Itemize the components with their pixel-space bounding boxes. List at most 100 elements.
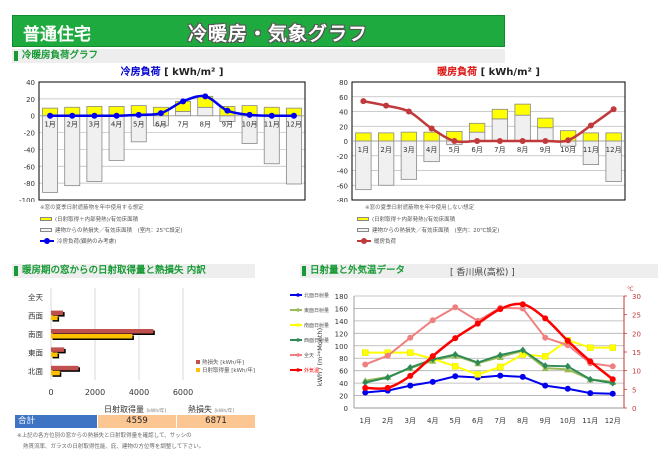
y-tick-label: 南面 <box>28 329 43 339</box>
y2-tick-label: 25 <box>632 312 641 320</box>
y2-tick-label: 30 <box>632 293 641 301</box>
y-tick-label: -20 <box>24 130 35 138</box>
gain-bar <box>400 131 418 142</box>
y-tick-label: 北面 <box>28 367 43 376</box>
loss-swatch-icon <box>357 228 369 232</box>
series-marker <box>519 346 526 354</box>
window-bar <box>51 365 79 371</box>
series-marker <box>497 306 504 313</box>
cooling-legend-loss-label: 建物からの熱損失／有効床面積 (室内：25℃設定) <box>55 228 183 234</box>
load-point <box>565 137 572 144</box>
series-marker <box>384 374 391 382</box>
load-point <box>113 112 120 119</box>
loss-bar <box>175 111 192 117</box>
y2-tick-label: 20 <box>632 330 641 338</box>
legend-swatch <box>196 368 200 372</box>
x-tick-label: 8月 <box>200 121 211 129</box>
series-marker <box>407 364 414 372</box>
series-marker <box>609 363 616 370</box>
x-tick-label: 7月 <box>495 417 506 425</box>
x-tick-label: 9月 <box>540 146 551 154</box>
y2-tick-label: 0 <box>632 405 636 413</box>
gain-header-unit: [kWh/年] <box>146 409 166 414</box>
x-tick-label: 2月 <box>382 417 393 425</box>
heating-line-icon <box>357 238 371 244</box>
series-marker <box>564 337 571 344</box>
gain-swatch-icon <box>357 217 369 221</box>
legend-marker <box>296 308 300 312</box>
page-title: 冷暖房・気象グラフ <box>188 23 369 45</box>
legend-swatch <box>196 360 200 364</box>
legend-label: 西面日射量 <box>304 337 329 344</box>
section-load-heading: 冷暖房負荷グラフ <box>12 49 505 63</box>
legend-label: 北面日射量 <box>304 292 329 299</box>
y-tick-label: 80 <box>339 355 348 363</box>
x-tick-label: 12月 <box>605 417 621 425</box>
heating-note: ※窓の夏季日射遮蔽物を年中使用しない想定 <box>365 205 475 211</box>
series-marker <box>609 390 616 397</box>
window-bar <box>51 370 60 376</box>
house-type-label: 普通住宅 <box>23 25 91 45</box>
heating-legend-line-label: 暖房負荷 <box>374 239 397 245</box>
legend-label: 熱損失 [kWh/年] <box>202 358 244 366</box>
window-bar <box>51 352 58 357</box>
load-point <box>47 112 54 119</box>
series-marker <box>474 359 481 367</box>
cooling-legend-loss: 建物からの熱損失／有効床面積 (室内：25℃設定) <box>40 226 182 234</box>
x-tick-label: 1月 <box>360 417 371 425</box>
window-bar <box>51 329 154 334</box>
y-tick-label: -20 <box>337 153 348 161</box>
y-tick-label: 120 <box>335 330 348 338</box>
x-tick-label: 1月 <box>358 146 369 154</box>
x-tick-label: 11月 <box>264 121 280 129</box>
window-bar <box>51 334 133 339</box>
gain-bar <box>537 117 554 129</box>
series-marker <box>362 378 369 386</box>
series-marker <box>609 344 616 351</box>
load-point <box>246 111 253 118</box>
series-marker <box>542 315 549 322</box>
gain-total-value: 4559 <box>98 415 176 428</box>
gain-header-text: 日射取得量 <box>104 405 144 414</box>
x-tick-label: 12月 <box>286 121 302 129</box>
load-point <box>519 138 526 144</box>
x-tick-label: 1月 <box>44 121 55 129</box>
weather-location: [ 香川県(高松) ] <box>450 268 515 278</box>
series-marker <box>452 350 459 358</box>
load-point <box>587 122 594 129</box>
series-marker <box>474 320 481 327</box>
heating-legend-gain: (日射取得＋内部発熱)/有効床面積 <box>357 215 455 223</box>
y-tick-label: 60 <box>339 94 348 102</box>
loss-bar <box>130 115 147 143</box>
window-bar <box>51 315 58 321</box>
loss-total-value: 6871 <box>177 415 255 428</box>
x-tick-label: 7月 <box>177 121 188 129</box>
window-note-1: ※上記の各方位別の窓からの熱損失と日射取得量を確認して、サッシの <box>17 433 192 439</box>
window-bar <box>51 310 64 316</box>
series-marker <box>452 335 459 342</box>
series-line <box>365 349 613 385</box>
series-marker <box>384 384 391 391</box>
series-marker <box>407 349 414 356</box>
y-tick-label: -80 <box>24 180 35 188</box>
series-marker <box>407 382 414 389</box>
y-tick-label: 20 <box>339 123 348 131</box>
y-tick-label: -80 <box>337 197 348 202</box>
series-line <box>365 339 613 376</box>
totals-label: 合計 <box>15 415 97 428</box>
y-tick-label: 100 <box>335 343 348 351</box>
x-tick-label: 11月 <box>583 146 599 154</box>
y-tick-label: 40 <box>339 109 348 117</box>
series-marker <box>587 358 594 365</box>
load-point <box>157 110 164 117</box>
load-point <box>610 106 617 113</box>
series-marker <box>362 389 369 396</box>
y-axis-label: kWh / (m²*Month) <box>316 328 324 386</box>
chart-title: 暖房負荷 [ kWh/m² ] <box>437 65 540 78</box>
gain-bar <box>377 132 395 142</box>
series-marker <box>429 317 436 324</box>
y-tick-label: 60 <box>339 368 348 376</box>
series-marker <box>542 353 549 360</box>
load-point <box>360 98 367 105</box>
